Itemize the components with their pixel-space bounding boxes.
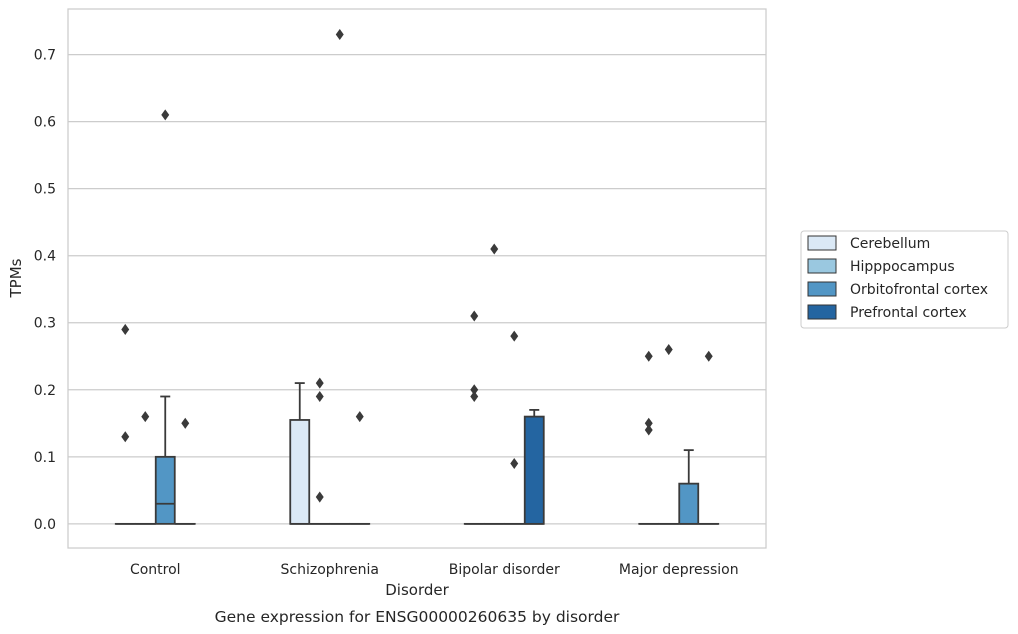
x-tick-label: Major depression [619, 562, 739, 578]
box-group [349, 411, 371, 525]
y-tick-labels: 0.0 0.1 0.2 0.3 0.4 0.5 0.6 0.7 [34, 48, 56, 533]
box-group [174, 417, 196, 525]
legend-swatch [807, 258, 837, 274]
outlier-point [510, 458, 519, 470]
y-tick-label: 0.4 [34, 249, 56, 265]
legend-swatch [807, 281, 837, 297]
legend-label: Prefrontal cortex [850, 305, 967, 321]
legend: Cerebellum Hipppocampus Orbitofrontal cort… [800, 230, 1009, 329]
outlier-point [664, 344, 673, 356]
outlier-point [315, 377, 324, 389]
legend-swatch [807, 304, 837, 320]
y-axis-label: TPMs [7, 258, 25, 298]
outlier-point [121, 323, 130, 335]
y-tick-label: 0.2 [34, 383, 56, 399]
outlier-point [315, 491, 324, 503]
box-group [523, 408, 545, 525]
box-group [309, 377, 331, 525]
box-group [114, 323, 136, 525]
outlier-point [470, 310, 479, 322]
chart-caption: Gene expression for ENSG00000260635 by d… [215, 608, 620, 626]
outlier-point [181, 417, 190, 429]
outlier-point [490, 243, 499, 255]
boxes [114, 28, 720, 525]
box-group [154, 109, 176, 525]
legend-items: Cerebellum Hipppocampus Orbitofrontal cort… [807, 235, 988, 321]
y-tick-label: 0.7 [34, 48, 56, 64]
legend-label: Orbitofrontal cortex [850, 282, 988, 298]
y-tick-label: 0.5 [34, 182, 56, 198]
box-group [289, 382, 311, 525]
plot-frame [67, 8, 767, 549]
box-group [678, 449, 700, 525]
x-tick-label: Bipolar disorder [449, 562, 560, 578]
box-group [134, 411, 156, 525]
y-tick-label: 0.3 [34, 316, 56, 332]
box-group [329, 28, 351, 525]
box-group [698, 350, 720, 525]
outlier-point [335, 28, 344, 40]
box-group [483, 243, 505, 525]
x-tick-label: Control [130, 562, 181, 578]
x-tick-labels: Control Schizophrenia Bipolar disorder Majo… [130, 562, 739, 578]
outlier-point [470, 390, 479, 403]
legend-swatch [807, 235, 837, 251]
outlier-point [644, 350, 653, 362]
outlier-point [141, 411, 150, 423]
y-tick-label: 0.1 [34, 450, 56, 466]
box-group [503, 330, 525, 525]
outlier-point [704, 350, 713, 362]
x-tick-label: Schizophrenia [281, 562, 379, 578]
box-group [463, 310, 485, 525]
box [289, 419, 311, 525]
outlier-point [161, 109, 170, 121]
outlier-point [355, 411, 364, 423]
x-axis-label: Disorder [385, 581, 449, 599]
grid-lines [68, 53, 766, 525]
box [154, 455, 176, 525]
box [678, 482, 700, 525]
outlier-point [315, 390, 324, 403]
legend-frame [800, 230, 1009, 329]
outlier-point [510, 330, 519, 342]
outlier-point [121, 431, 130, 443]
legend-label: Cerebellum [850, 236, 930, 252]
y-tick-label: 0.0 [34, 517, 56, 533]
legend-label: Hipppocampus [850, 259, 955, 275]
y-tick-label: 0.6 [34, 115, 56, 131]
box-group [658, 344, 680, 525]
outlier-point [644, 424, 653, 436]
box-group [638, 350, 660, 525]
box [523, 415, 545, 525]
